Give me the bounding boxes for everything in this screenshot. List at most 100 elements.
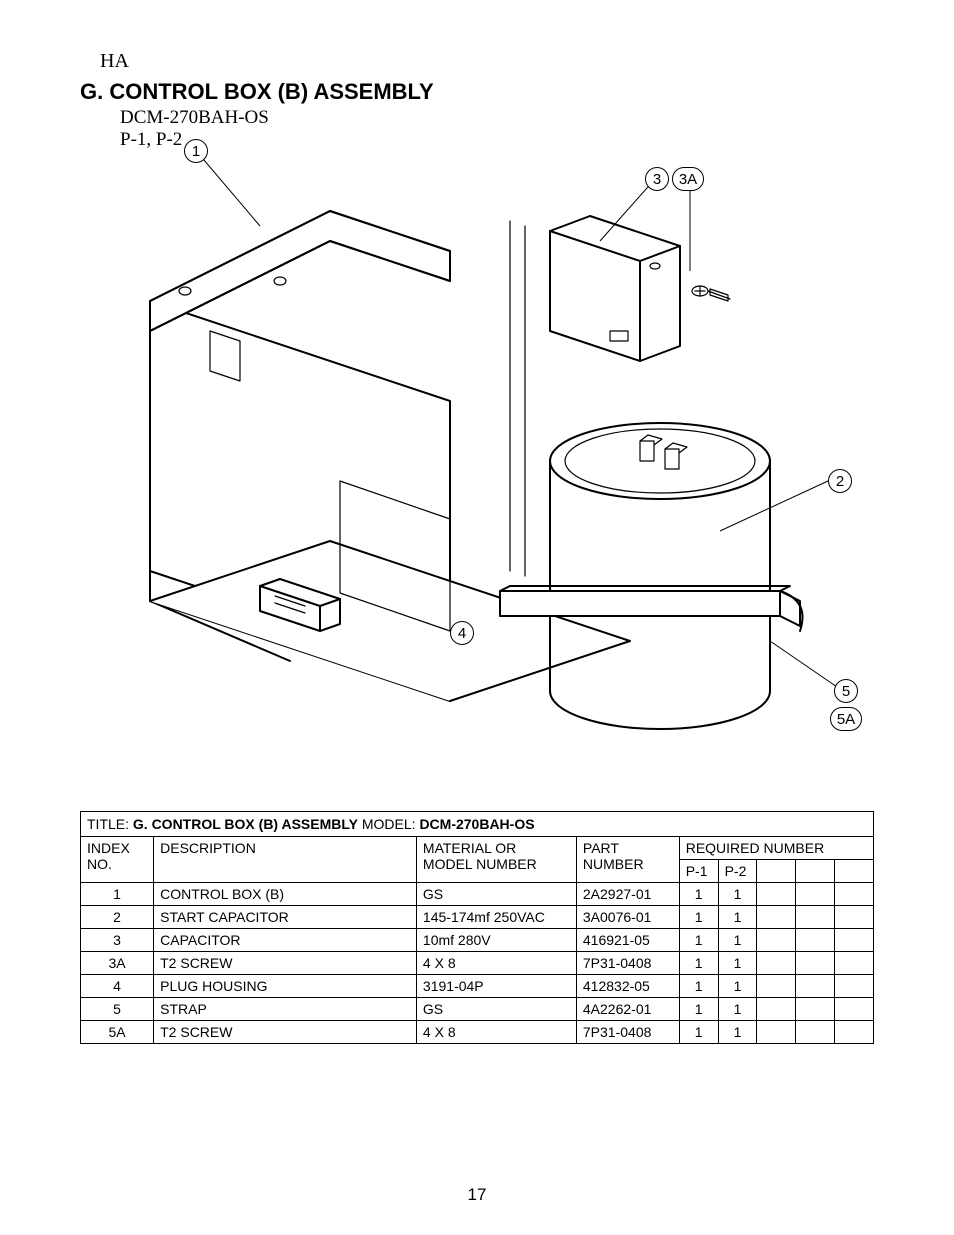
- hdr-desc: DESCRIPTION: [154, 837, 417, 883]
- cell-p2: 1: [718, 998, 757, 1021]
- diagram-svg: [80, 131, 870, 771]
- cell-p2: 1: [718, 952, 757, 975]
- cell-blank: [757, 906, 796, 929]
- hdr-blank1: [757, 860, 796, 883]
- cell-blank: [835, 883, 874, 906]
- cell-p2: 1: [718, 1021, 757, 1044]
- cell-p1: 1: [679, 1021, 718, 1044]
- title-prefix: TITLE:: [87, 816, 133, 832]
- table-row: 1CONTROL BOX (B)GS2A2927-0111: [81, 883, 874, 906]
- cell-part: 412832-05: [576, 975, 679, 998]
- cell-part: 2A2927-01: [576, 883, 679, 906]
- cell-part: 7P31-0408: [576, 1021, 679, 1044]
- cell-desc: T2 SCREW: [154, 1021, 417, 1044]
- cell-blank: [835, 906, 874, 929]
- hdr-blank2: [796, 860, 835, 883]
- cell-blank: [835, 952, 874, 975]
- table-title-row: TITLE: G. CONTROL BOX (B) ASSEMBLY MODEL…: [81, 812, 874, 837]
- cell-desc: T2 SCREW: [154, 952, 417, 975]
- table-row: 3AT2 SCREW4 X 87P31-040811: [81, 952, 874, 975]
- section-title: G. CONTROL BOX (B) ASSEMBLY: [80, 79, 874, 105]
- hdr-p2: P-2: [718, 860, 757, 883]
- cell-index: 3: [81, 929, 154, 952]
- cell-blank: [757, 1021, 796, 1044]
- model-label: DCM-270BAH-OS: [120, 107, 874, 129]
- cell-p2: 1: [718, 906, 757, 929]
- model-bold: DCM-270BAH-OS: [419, 816, 534, 832]
- cell-p2: 1: [718, 883, 757, 906]
- cell-p1: 1: [679, 883, 718, 906]
- table-row: 4PLUG HOUSING3191-04P412832-0511: [81, 975, 874, 998]
- cell-index: 5A: [81, 1021, 154, 1044]
- cell-part: 4A2262-01: [576, 998, 679, 1021]
- cell-blank: [796, 906, 835, 929]
- callout-3: 3: [645, 167, 669, 191]
- cell-desc: CONTROL BOX (B): [154, 883, 417, 906]
- hdr-material: MATERIAL ORMODEL NUMBER: [416, 837, 576, 883]
- table-row: 2START CAPACITOR145-174mf 250VAC3A0076-0…: [81, 906, 874, 929]
- cell-part: 416921-05: [576, 929, 679, 952]
- cell-part: 7P31-0408: [576, 952, 679, 975]
- cell-index: 3A: [81, 952, 154, 975]
- callout-5a: 5A: [830, 707, 862, 731]
- cell-blank: [796, 883, 835, 906]
- cell-blank: [835, 975, 874, 998]
- callout-3a: 3A: [672, 167, 704, 191]
- cell-index: 5: [81, 998, 154, 1021]
- parts-table: TITLE: G. CONTROL BOX (B) ASSEMBLY MODEL…: [80, 811, 874, 1044]
- cell-p1: 1: [679, 906, 718, 929]
- cell-index: 2: [81, 906, 154, 929]
- callout-4: 4: [450, 621, 474, 645]
- cell-blank: [796, 1021, 835, 1044]
- header-row-1: INDEXNO. DESCRIPTION MATERIAL ORMODEL NU…: [81, 837, 874, 860]
- cell-material: GS: [416, 883, 576, 906]
- table-row: 5STRAPGS4A2262-0111: [81, 998, 874, 1021]
- hdr-p1: P-1: [679, 860, 718, 883]
- cell-blank: [835, 998, 874, 1021]
- cell-blank: [835, 1021, 874, 1044]
- title-bold: G. CONTROL BOX (B) ASSEMBLY: [133, 816, 358, 832]
- cell-p1: 1: [679, 998, 718, 1021]
- doc-code: HA: [100, 50, 874, 73]
- cell-p1: 1: [679, 975, 718, 998]
- exploded-diagram: 1 3 3A 2 4 5 5A: [80, 131, 870, 771]
- cell-p2: 1: [718, 975, 757, 998]
- cell-desc: PLUG HOUSING: [154, 975, 417, 998]
- hdr-part: PARTNUMBER: [576, 837, 679, 883]
- cell-blank: [835, 929, 874, 952]
- table-row: 5AT2 SCREW4 X 87P31-040811: [81, 1021, 874, 1044]
- cell-blank: [757, 929, 796, 952]
- table-row: 3CAPACITOR10mf 280V416921-0511: [81, 929, 874, 952]
- cell-p2: 1: [718, 929, 757, 952]
- cell-blank: [796, 998, 835, 1021]
- callout-2: 2: [828, 469, 852, 493]
- cell-blank: [757, 883, 796, 906]
- cell-blank: [796, 952, 835, 975]
- cell-material: 4 X 8: [416, 1021, 576, 1044]
- hdr-index: INDEXNO.: [81, 837, 154, 883]
- cell-blank: [757, 975, 796, 998]
- cell-material: 4 X 8: [416, 952, 576, 975]
- model-prefix: MODEL:: [358, 816, 419, 832]
- cell-index: 4: [81, 975, 154, 998]
- cell-p1: 1: [679, 929, 718, 952]
- cell-blank: [796, 929, 835, 952]
- cell-material: 145-174mf 250VAC: [416, 906, 576, 929]
- page-number: 17: [0, 1185, 954, 1205]
- cell-material: GS: [416, 998, 576, 1021]
- hdr-required: REQUIRED NUMBER: [679, 837, 873, 860]
- callout-5: 5: [834, 679, 858, 703]
- cell-desc: STRAP: [154, 998, 417, 1021]
- cell-p1: 1: [679, 952, 718, 975]
- cell-blank: [796, 975, 835, 998]
- cell-blank: [757, 952, 796, 975]
- callout-1: 1: [184, 139, 208, 163]
- parts-table-container: TITLE: G. CONTROL BOX (B) ASSEMBLY MODEL…: [80, 811, 874, 1044]
- hdr-blank3: [835, 860, 874, 883]
- cell-desc: CAPACITOR: [154, 929, 417, 952]
- cell-desc: START CAPACITOR: [154, 906, 417, 929]
- cell-blank: [757, 998, 796, 1021]
- cell-material: 3191-04P: [416, 975, 576, 998]
- cell-index: 1: [81, 883, 154, 906]
- cell-part: 3A0076-01: [576, 906, 679, 929]
